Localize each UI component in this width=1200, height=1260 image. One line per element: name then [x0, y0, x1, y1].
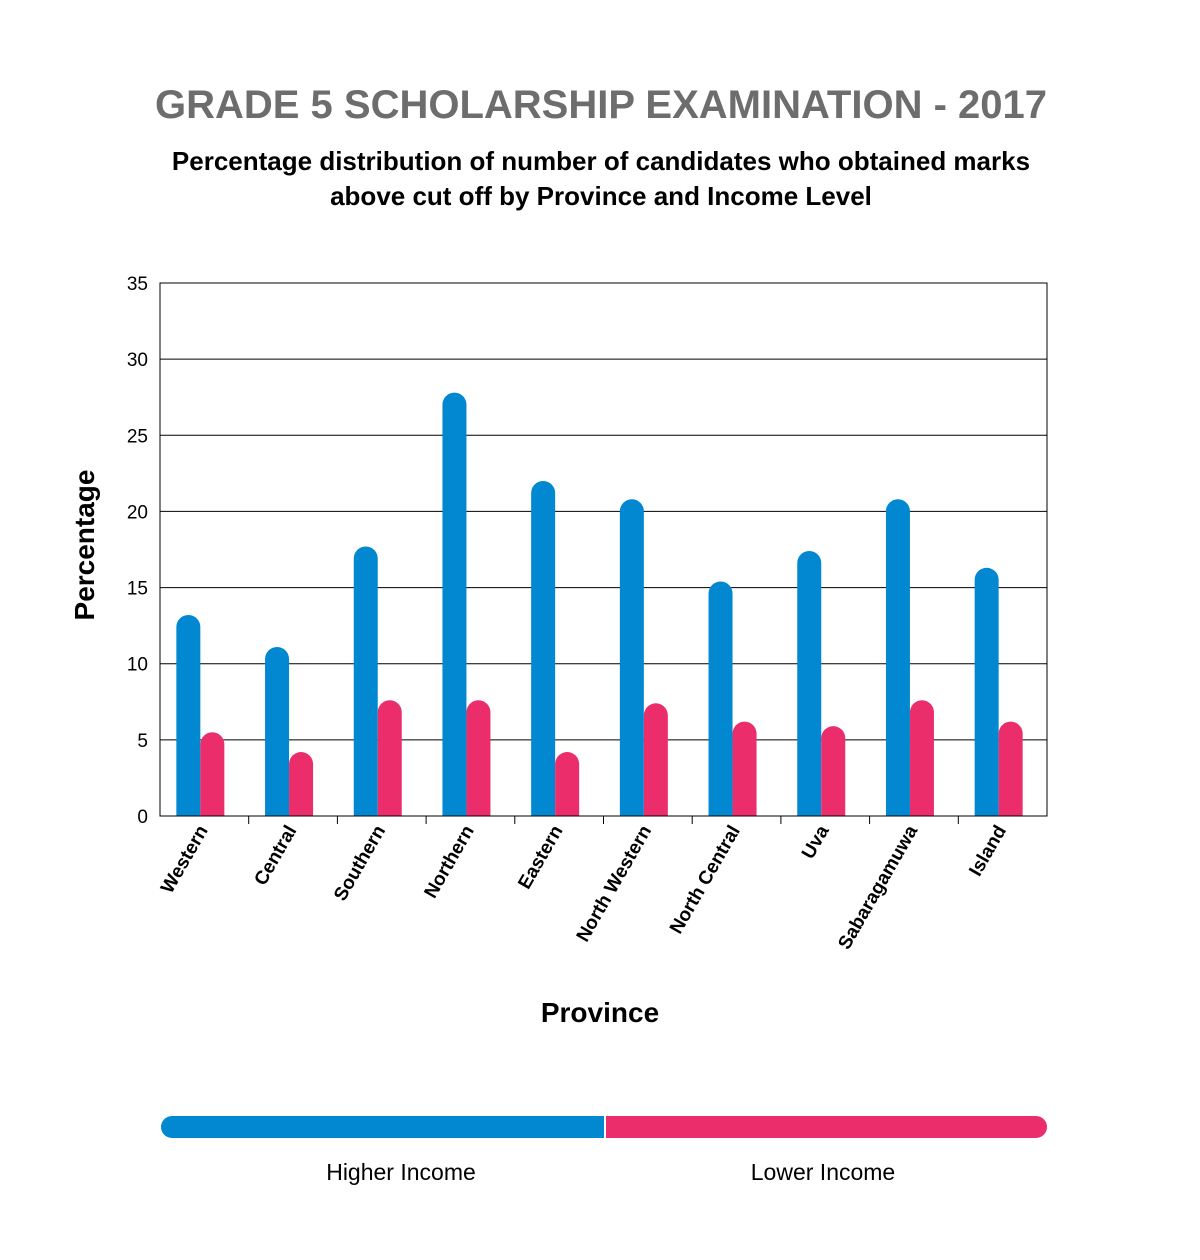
- chart-title: GRADE 5 SCHOLARSHIP EXAMINATION - 2017: [155, 83, 1047, 127]
- y-tick-labels: 0 5 10 15 20 25 30 35: [127, 274, 148, 828]
- bar-lower-income-island: [998, 721, 1023, 816]
- category-label-sabaragamuwa: Sabaragamuwa: [834, 822, 922, 954]
- category-label-north-central: North Central: [666, 822, 745, 938]
- bar-lower-income-central: [289, 752, 314, 816]
- y-tick-label-5: 5: [137, 731, 148, 752]
- bar-higher-income-sabaragamuwa: [885, 499, 910, 816]
- legend-swatch-higher-income: [161, 1116, 604, 1138]
- bar-higher-income-north-central: [708, 581, 733, 816]
- bar-higher-income-uva: [797, 551, 822, 816]
- chart-subtitle-line-1: Percentage distribution of number of can…: [172, 146, 1030, 176]
- legend-label-higher-income: Higher Income: [326, 1159, 476, 1185]
- bar-higher-income-island: [974, 567, 999, 816]
- bar-lower-income-southern: [377, 700, 402, 816]
- bar-higher-income-north-western: [619, 499, 644, 816]
- bar-higher-income-western: [176, 614, 201, 816]
- bars: [176, 392, 1023, 816]
- y-tick-label-35: 35: [127, 274, 148, 295]
- category-label-northern: Northern: [420, 822, 478, 902]
- bar-lower-income-north-western: [643, 703, 668, 816]
- category-label-island: Island: [965, 822, 1011, 880]
- bar-lower-income-north-central: [732, 721, 757, 816]
- y-tick-label-15: 15: [127, 579, 148, 600]
- legend-swatch-lower-income: [606, 1116, 1047, 1138]
- y-tick-label-0: 0: [137, 807, 148, 828]
- x-tick-marks: [248, 816, 959, 824]
- bar-lower-income-eastern: [555, 752, 580, 816]
- y-tick-label-10: 10: [127, 655, 148, 676]
- category-label-central: Central: [250, 822, 301, 889]
- x-axis-title: Province: [541, 997, 659, 1028]
- bar-higher-income-northern: [442, 392, 467, 816]
- category-label-uva: Uva: [798, 822, 834, 863]
- bar-lower-income-northern: [466, 700, 491, 816]
- y-tick-label-30: 30: [127, 350, 148, 371]
- chart-subtitle-line-2: above cut off by Province and Income Lev…: [330, 181, 872, 211]
- bar-lower-income-sabaragamuwa: [909, 700, 934, 816]
- category-label-southern: Southern: [330, 822, 390, 905]
- category-label-north-western: North Western: [573, 822, 656, 946]
- y-tick-label-25: 25: [127, 426, 148, 447]
- bar-higher-income-eastern: [531, 480, 556, 816]
- gridlines: [160, 282, 1047, 817]
- legend: Higher Income Lower Income: [161, 1116, 1047, 1185]
- y-tick-label-20: 20: [127, 502, 148, 523]
- legend-label-lower-income: Lower Income: [751, 1159, 895, 1185]
- category-label-eastern: Eastern: [514, 822, 567, 893]
- bar-higher-income-southern: [353, 546, 378, 816]
- bar-lower-income-uva: [821, 726, 846, 816]
- category-labels: Western Central Southern Northern Eastern Nor…: [157, 822, 1011, 954]
- category-label-western: Western: [157, 822, 212, 897]
- bar-higher-income-central: [265, 646, 290, 816]
- y-axis-title: Percentage: [69, 470, 100, 621]
- bar-lower-income-western: [200, 732, 225, 816]
